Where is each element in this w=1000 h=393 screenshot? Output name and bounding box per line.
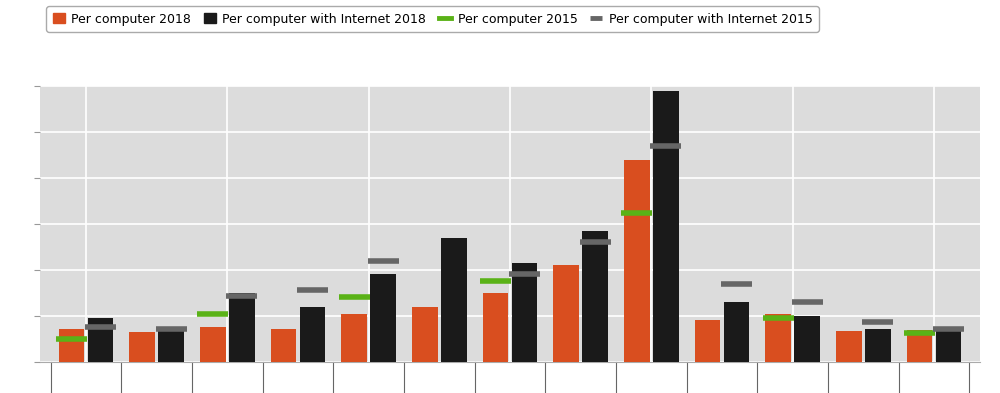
- Bar: [341, 314, 367, 362]
- Bar: [441, 238, 467, 362]
- Bar: [936, 329, 961, 362]
- Bar: [412, 307, 438, 362]
- Bar: [59, 329, 84, 362]
- Bar: [229, 293, 255, 362]
- Bar: [271, 329, 296, 362]
- Bar: [582, 231, 608, 362]
- Bar: [865, 329, 891, 362]
- Bar: [129, 332, 155, 362]
- Bar: [724, 302, 749, 362]
- Bar: [512, 263, 537, 362]
- Bar: [653, 91, 679, 362]
- Bar: [553, 265, 579, 362]
- Bar: [200, 327, 226, 362]
- Bar: [88, 318, 113, 362]
- Bar: [483, 293, 508, 362]
- Bar: [836, 331, 862, 362]
- Bar: [794, 316, 820, 362]
- Legend: Per computer 2018, Per computer with Internet 2018, Per computer 2015, Per compu: Per computer 2018, Per computer with Int…: [46, 6, 819, 32]
- Bar: [765, 314, 791, 362]
- Bar: [907, 331, 932, 362]
- Bar: [695, 320, 720, 362]
- Bar: [624, 160, 650, 362]
- Bar: [300, 307, 325, 362]
- Bar: [158, 329, 184, 362]
- Bar: [370, 274, 396, 362]
